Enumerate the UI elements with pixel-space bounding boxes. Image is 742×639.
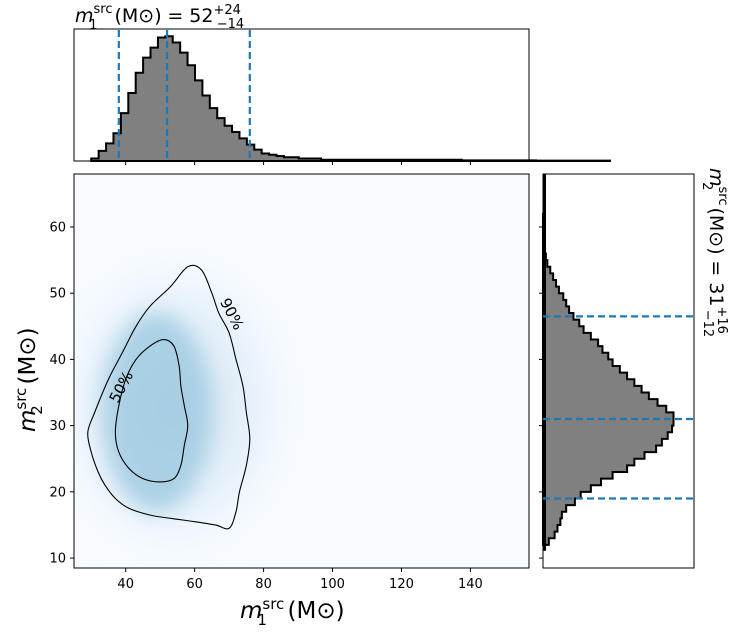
y-tick-label: 40 bbox=[49, 353, 66, 368]
right-title-lower: −12 bbox=[700, 310, 715, 337]
x-tick-label: 100 bbox=[320, 577, 345, 592]
right-title: msrc2 (M⊙) = 31+16−12 bbox=[699, 168, 730, 337]
right-hist-bars bbox=[542, 212, 675, 546]
top-title-sub: 1 bbox=[89, 18, 97, 33]
x-axis-label-sub: 1 bbox=[257, 611, 267, 629]
top-hist-bars bbox=[90, 35, 612, 162]
contour-90pct bbox=[87, 264, 251, 530]
right-title-base: m bbox=[705, 168, 727, 187]
right-hist-baseline bbox=[543, 174, 546, 551]
top-title-base: m bbox=[75, 5, 94, 27]
top-marginal-panel bbox=[73, 28, 612, 165]
top-title-upper: +24 bbox=[213, 3, 240, 18]
right-marginal-panel bbox=[539, 173, 695, 569]
joint-panel-ticks: 40 60 80 100 120 140 10 20 30 40 50 60 bbox=[49, 220, 482, 592]
top-title-equals: = 52 bbox=[167, 5, 213, 27]
right-title-sup: src bbox=[715, 187, 730, 206]
y-axis-label-unit: (M⊙) bbox=[15, 327, 41, 384]
y-tick-label: 50 bbox=[49, 287, 66, 302]
x-axis-label: msrc 1 (M⊙) bbox=[240, 595, 345, 629]
top-title-sup: src bbox=[94, 2, 113, 17]
x-tick-label: 120 bbox=[389, 577, 414, 592]
right-title-upper: +16 bbox=[714, 306, 729, 333]
right-quantile-lines bbox=[543, 315, 693, 500]
right-title-sub: 2 bbox=[699, 182, 714, 190]
y-tick-label: 60 bbox=[49, 220, 66, 235]
density-heatmap bbox=[74, 233, 312, 568]
y-tick-label: 20 bbox=[49, 485, 66, 500]
x-tick-label: 80 bbox=[255, 577, 272, 592]
right-panel-ticks bbox=[539, 226, 543, 559]
x-axis-label-unit: (M⊙) bbox=[288, 598, 345, 624]
x-tick-label: 60 bbox=[186, 577, 203, 592]
y-tick-label: 10 bbox=[49, 552, 66, 567]
joint-panel-frame bbox=[73, 173, 530, 569]
top-title: msrc 1 (M⊙) = 52+24 −14 bbox=[75, 2, 244, 33]
x-axis-label-sup: src bbox=[262, 595, 284, 613]
top-title-unit: (M⊙) bbox=[114, 5, 161, 27]
contour-lines bbox=[87, 264, 251, 530]
contour-50pct bbox=[114, 338, 189, 483]
right-title-equals: = 31 bbox=[705, 260, 727, 306]
y-axis-label-base: m bbox=[15, 410, 41, 432]
y-axis-label: msrc2 (M⊙) bbox=[12, 327, 46, 432]
right-title-unit: (M⊙) bbox=[705, 207, 727, 254]
x-axis-label-base: m bbox=[240, 598, 262, 624]
right-histogram bbox=[542, 174, 675, 551]
x-tick-label: 40 bbox=[117, 577, 134, 592]
axis-labels: msrc 1 (M⊙)msrc2(M⊙)msrc 1 (M⊙) = 52+24 −14msr… bbox=[12, 2, 730, 629]
x-tick-label: 140 bbox=[458, 577, 483, 592]
top-title-lower: −14 bbox=[217, 17, 244, 32]
y-axis-label-sup: src bbox=[12, 388, 30, 410]
top-histogram bbox=[90, 35, 612, 162]
y-tick-label: 30 bbox=[49, 419, 66, 434]
top-panel-ticks bbox=[125, 161, 471, 165]
density-mid bbox=[101, 313, 212, 512]
y-axis-label-sub: 2 bbox=[28, 405, 46, 415]
